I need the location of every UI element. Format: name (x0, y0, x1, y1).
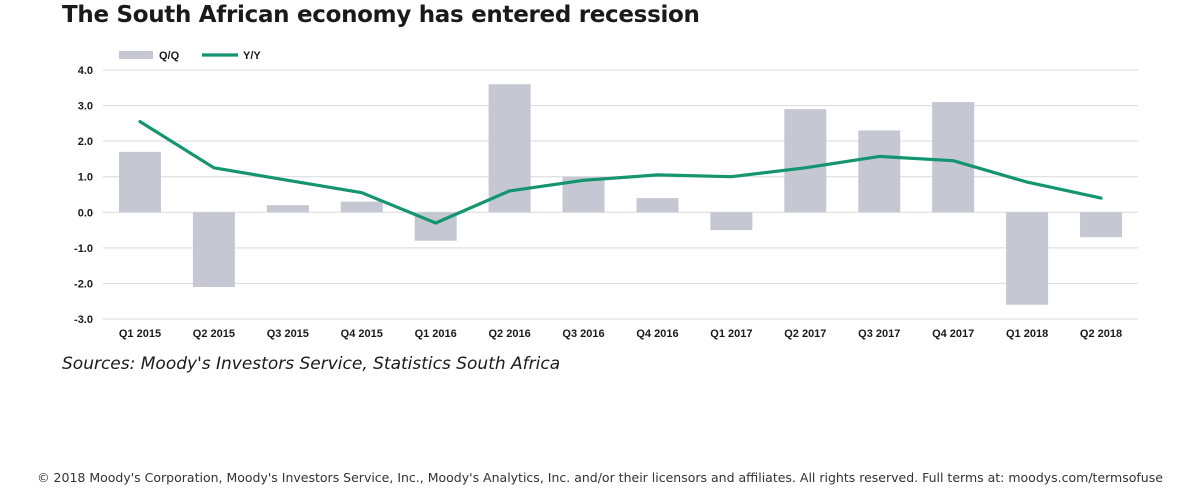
bar-qq (858, 130, 901, 213)
bar-qq (710, 212, 753, 231)
bar-qq (118, 151, 161, 213)
y-tick-label: 0.0 (78, 207, 93, 219)
x-tick-label: Q2 2017 (784, 328, 826, 340)
copyright-footer: © 2018 Moody's Corporation, Moody's Inve… (37, 470, 1163, 485)
y-tick-label: 3.0 (78, 101, 93, 113)
bar-series (118, 84, 1123, 305)
legend-label-qq: Q/Q (159, 50, 180, 62)
x-tick-label: Q1 2017 (710, 328, 752, 340)
x-tick-label: Q4 2015 (341, 328, 383, 340)
bar-qq (1006, 212, 1049, 305)
line-series (138, 119, 1103, 225)
gridlines (103, 69, 1138, 320)
bar-qq (784, 109, 827, 213)
y-tick-label: 1.0 (78, 172, 93, 184)
bar-qq (1080, 212, 1123, 238)
legend: Q/Q Y/Y (119, 50, 261, 62)
x-axis: Q1 2015 Q2 2015 Q3 2015 Q4 2015 Q1 2016 Q2 20… (119, 328, 1122, 340)
x-tick-label: Q3 2015 (267, 328, 309, 340)
chart-area: 4.0 3.0 2.0 1.0 0.0 -1.0 -2.0 -3.0 Q1 2015 Q2 20… (74, 50, 1138, 340)
y-tick-label: 4.0 (78, 65, 93, 77)
bar-qq (192, 212, 235, 287)
source-note: Sources: Moody's Investors Service, Stat… (62, 354, 561, 374)
x-tick-label: Q4 2016 (636, 328, 678, 340)
y-tick-label: -3.0 (74, 314, 93, 326)
x-tick-label: Q1 2018 (1006, 328, 1048, 340)
legend-swatch-qq (119, 51, 153, 59)
y-tick-label: -2.0 (74, 278, 93, 290)
bar-qq (266, 205, 309, 213)
x-tick-label: Q4 2017 (932, 328, 974, 340)
x-tick-label: Q1 2015 (119, 328, 161, 340)
y-tick-label: 2.0 (78, 136, 93, 148)
x-tick-label: Q2 2015 (193, 328, 235, 340)
x-tick-label: Q3 2016 (562, 328, 604, 340)
bar-qq (340, 201, 383, 213)
bar-qq (488, 84, 531, 213)
x-tick-label: Q2 2018 (1080, 328, 1122, 340)
bar-qq (932, 102, 975, 213)
y-tick-label: -1.0 (74, 243, 93, 255)
y-axis: 4.0 3.0 2.0 1.0 0.0 -1.0 -2.0 -3.0 (74, 65, 93, 326)
x-tick-label: Q1 2016 (415, 328, 457, 340)
x-tick-label: Q2 2016 (489, 328, 531, 340)
x-tick-label: Q3 2017 (858, 328, 900, 340)
bar-qq (636, 198, 679, 213)
legend-label-yy: Y/Y (243, 50, 261, 62)
chart-title: The South African economy has entered re… (62, 2, 700, 28)
line-yy (138, 119, 1103, 225)
